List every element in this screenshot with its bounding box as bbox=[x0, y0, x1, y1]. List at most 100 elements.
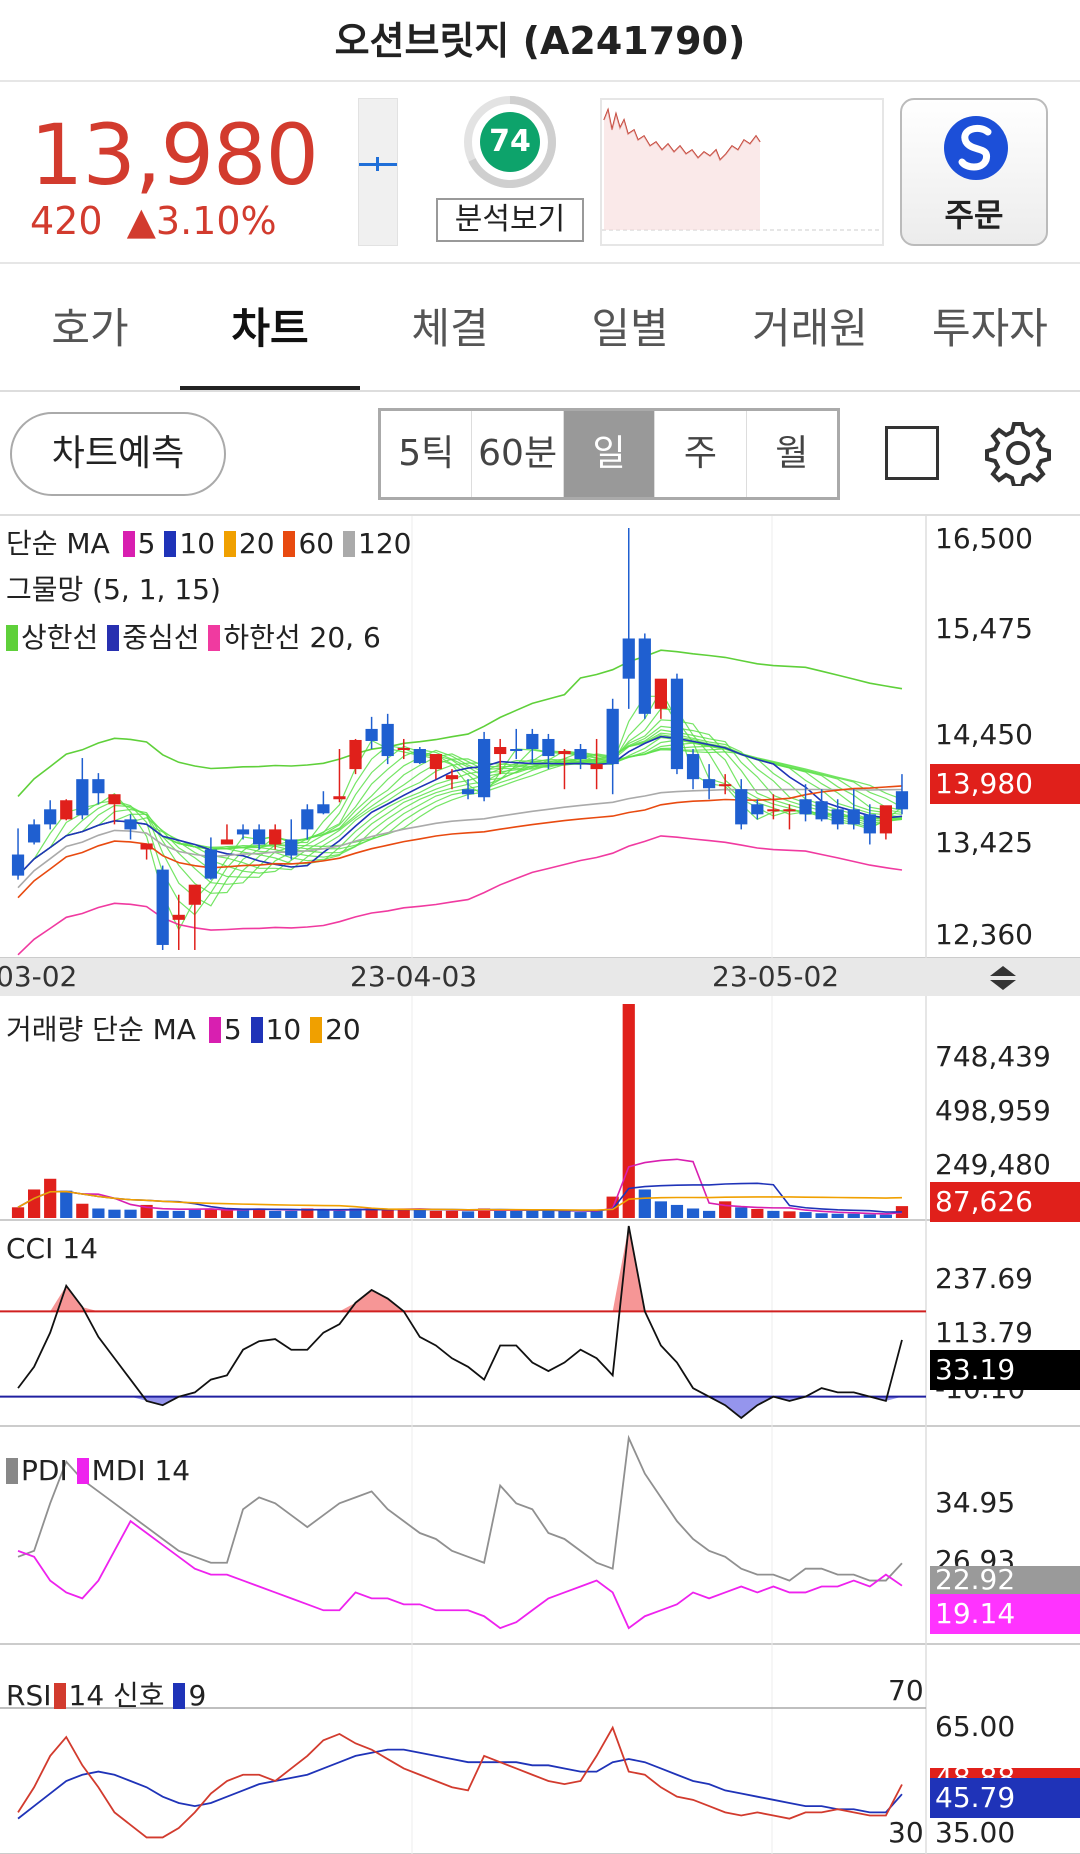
dmi-legend: PDI MDI 14 bbox=[6, 1454, 190, 1487]
analysis-score: 74 bbox=[480, 112, 540, 172]
volume-bar bbox=[703, 1210, 716, 1218]
order-button[interactable]: 주문 bbox=[900, 98, 1048, 246]
candle bbox=[397, 738, 410, 760]
vol-ma5-label: 5 bbox=[223, 1013, 242, 1046]
candle bbox=[670, 673, 684, 775]
chart-toolbar: 차트예측 5틱 60분 일 주 월 bbox=[0, 394, 1080, 516]
rsi-lower-label: 30 bbox=[888, 1816, 924, 1849]
volume-legend: 거래량 단순 MA 5 10 20 bbox=[6, 1008, 361, 1048]
candle bbox=[526, 728, 539, 765]
chart-area[interactable]: 단순 MA 5 10 20 60 120 그물망 (5, 1, 15) 상한선 … bbox=[0, 516, 1080, 1854]
vol-ma20-swatch bbox=[310, 1017, 323, 1043]
date-label-3: 23-05-02 bbox=[712, 960, 840, 993]
rsi-tick-2: 35.00 bbox=[935, 1816, 1016, 1849]
cci-tick-2: 113.79 bbox=[935, 1316, 1033, 1349]
center-band-label: 중심선 bbox=[122, 621, 200, 654]
candle-body bbox=[590, 764, 603, 770]
ma120-line bbox=[17, 788, 903, 889]
rsi-legend: RSI 14 신호 9 bbox=[6, 1674, 206, 1714]
candle-body bbox=[76, 779, 89, 816]
candle-body bbox=[349, 739, 362, 770]
volume-bar bbox=[60, 1190, 73, 1218]
candle bbox=[349, 738, 362, 775]
period-week[interactable]: 주 bbox=[655, 411, 747, 497]
price-tick-4: 13,425 bbox=[935, 826, 1033, 859]
vol-ma20-label: 20 bbox=[325, 1013, 361, 1046]
vol-tick-1: 748,439 bbox=[935, 1040, 1051, 1073]
candle bbox=[236, 824, 250, 840]
candle-body bbox=[28, 824, 41, 843]
period-month[interactable]: 월 bbox=[775, 433, 809, 474]
chart-canvas[interactable] bbox=[0, 516, 1080, 1854]
candle bbox=[686, 749, 700, 790]
upper-band-line bbox=[17, 649, 903, 797]
net-line bbox=[17, 748, 903, 877]
price-tick-3: 14,450 bbox=[935, 718, 1033, 751]
volume-bar bbox=[253, 1208, 266, 1218]
candle bbox=[510, 728, 523, 760]
volume-bar bbox=[719, 1201, 732, 1218]
volume-bar bbox=[494, 1209, 507, 1218]
volume-bar bbox=[108, 1209, 121, 1218]
pdi-line bbox=[17, 1434, 903, 1582]
tab-orderbook[interactable]: 호가 bbox=[51, 304, 129, 353]
vol-tick-3: 249,480 bbox=[935, 1148, 1051, 1181]
volume-bar bbox=[574, 1212, 587, 1218]
candle-body bbox=[269, 829, 282, 845]
candle bbox=[140, 843, 153, 860]
rsi-title: RSI bbox=[6, 1679, 52, 1712]
candle-body bbox=[767, 809, 780, 812]
candle-body bbox=[542, 738, 555, 757]
cci-line bbox=[17, 1225, 903, 1420]
candle-body bbox=[783, 809, 796, 812]
shinhan-logo-icon bbox=[944, 116, 1008, 180]
candle bbox=[895, 774, 909, 815]
ma120-swatch bbox=[343, 531, 356, 557]
tab-daily[interactable]: 일별 bbox=[591, 304, 669, 353]
volume-bar bbox=[638, 1189, 651, 1218]
signal-current-tag: 45.79 bbox=[930, 1778, 1080, 1818]
candle bbox=[638, 633, 651, 719]
ma-title: 단순 MA bbox=[6, 527, 110, 560]
pdi-swatch bbox=[6, 1458, 18, 1484]
candle-body bbox=[847, 809, 860, 825]
candle bbox=[413, 747, 426, 765]
candle bbox=[301, 804, 314, 840]
chart-predict-button[interactable]: 차트예측 bbox=[10, 412, 226, 496]
analysis-score-badge[interactable]: 74 bbox=[464, 96, 556, 188]
analysis-button[interactable]: 분석보기 bbox=[436, 198, 584, 242]
change-amount: 420 bbox=[30, 199, 103, 243]
volume-bar bbox=[686, 1208, 700, 1218]
band-legend: 상한선 중심선 하한선 20, 6 bbox=[6, 616, 381, 656]
volume-bar bbox=[445, 1210, 459, 1218]
date-axis[interactable]: 03-02 23-04-03 23-05-02 bbox=[0, 958, 1080, 996]
cci-current-tag: 33.19 bbox=[930, 1350, 1080, 1390]
tab-brokers[interactable]: 거래원 bbox=[752, 304, 868, 353]
net-legend: 그물망 (5, 1, 15) bbox=[6, 573, 221, 606]
period-60min[interactable]: 60분 bbox=[472, 411, 564, 497]
ma60-line bbox=[17, 785, 903, 899]
volume-bar bbox=[188, 1209, 201, 1218]
volume-bar bbox=[44, 1178, 57, 1218]
volume-bar bbox=[76, 1203, 89, 1218]
volume-title: 거래량 단순 MA bbox=[6, 1013, 196, 1046]
ma10-swatch bbox=[164, 531, 177, 557]
ma20-swatch bbox=[223, 531, 236, 557]
candle-body bbox=[317, 804, 330, 814]
net-line bbox=[17, 729, 902, 878]
tab-chart[interactable]: 차트 bbox=[231, 304, 309, 353]
resize-arrows-icon[interactable] bbox=[988, 964, 1018, 992]
signal-line bbox=[17, 1748, 903, 1820]
gear-icon[interactable] bbox=[985, 420, 1051, 486]
rsi-chart bbox=[0, 1707, 926, 1839]
tab-investors[interactable]: 투자자 bbox=[932, 304, 1048, 353]
candle bbox=[204, 837, 217, 880]
period-5tick[interactable]: 5틱 bbox=[381, 411, 473, 497]
candle-body bbox=[11, 854, 25, 876]
square-icon[interactable] bbox=[885, 426, 939, 480]
candle bbox=[172, 894, 185, 950]
tab-trades[interactable]: 체결 bbox=[411, 304, 489, 353]
volume-bar bbox=[124, 1209, 137, 1218]
volume-bar bbox=[92, 1208, 105, 1218]
period-day[interactable]: 일 bbox=[563, 411, 656, 497]
